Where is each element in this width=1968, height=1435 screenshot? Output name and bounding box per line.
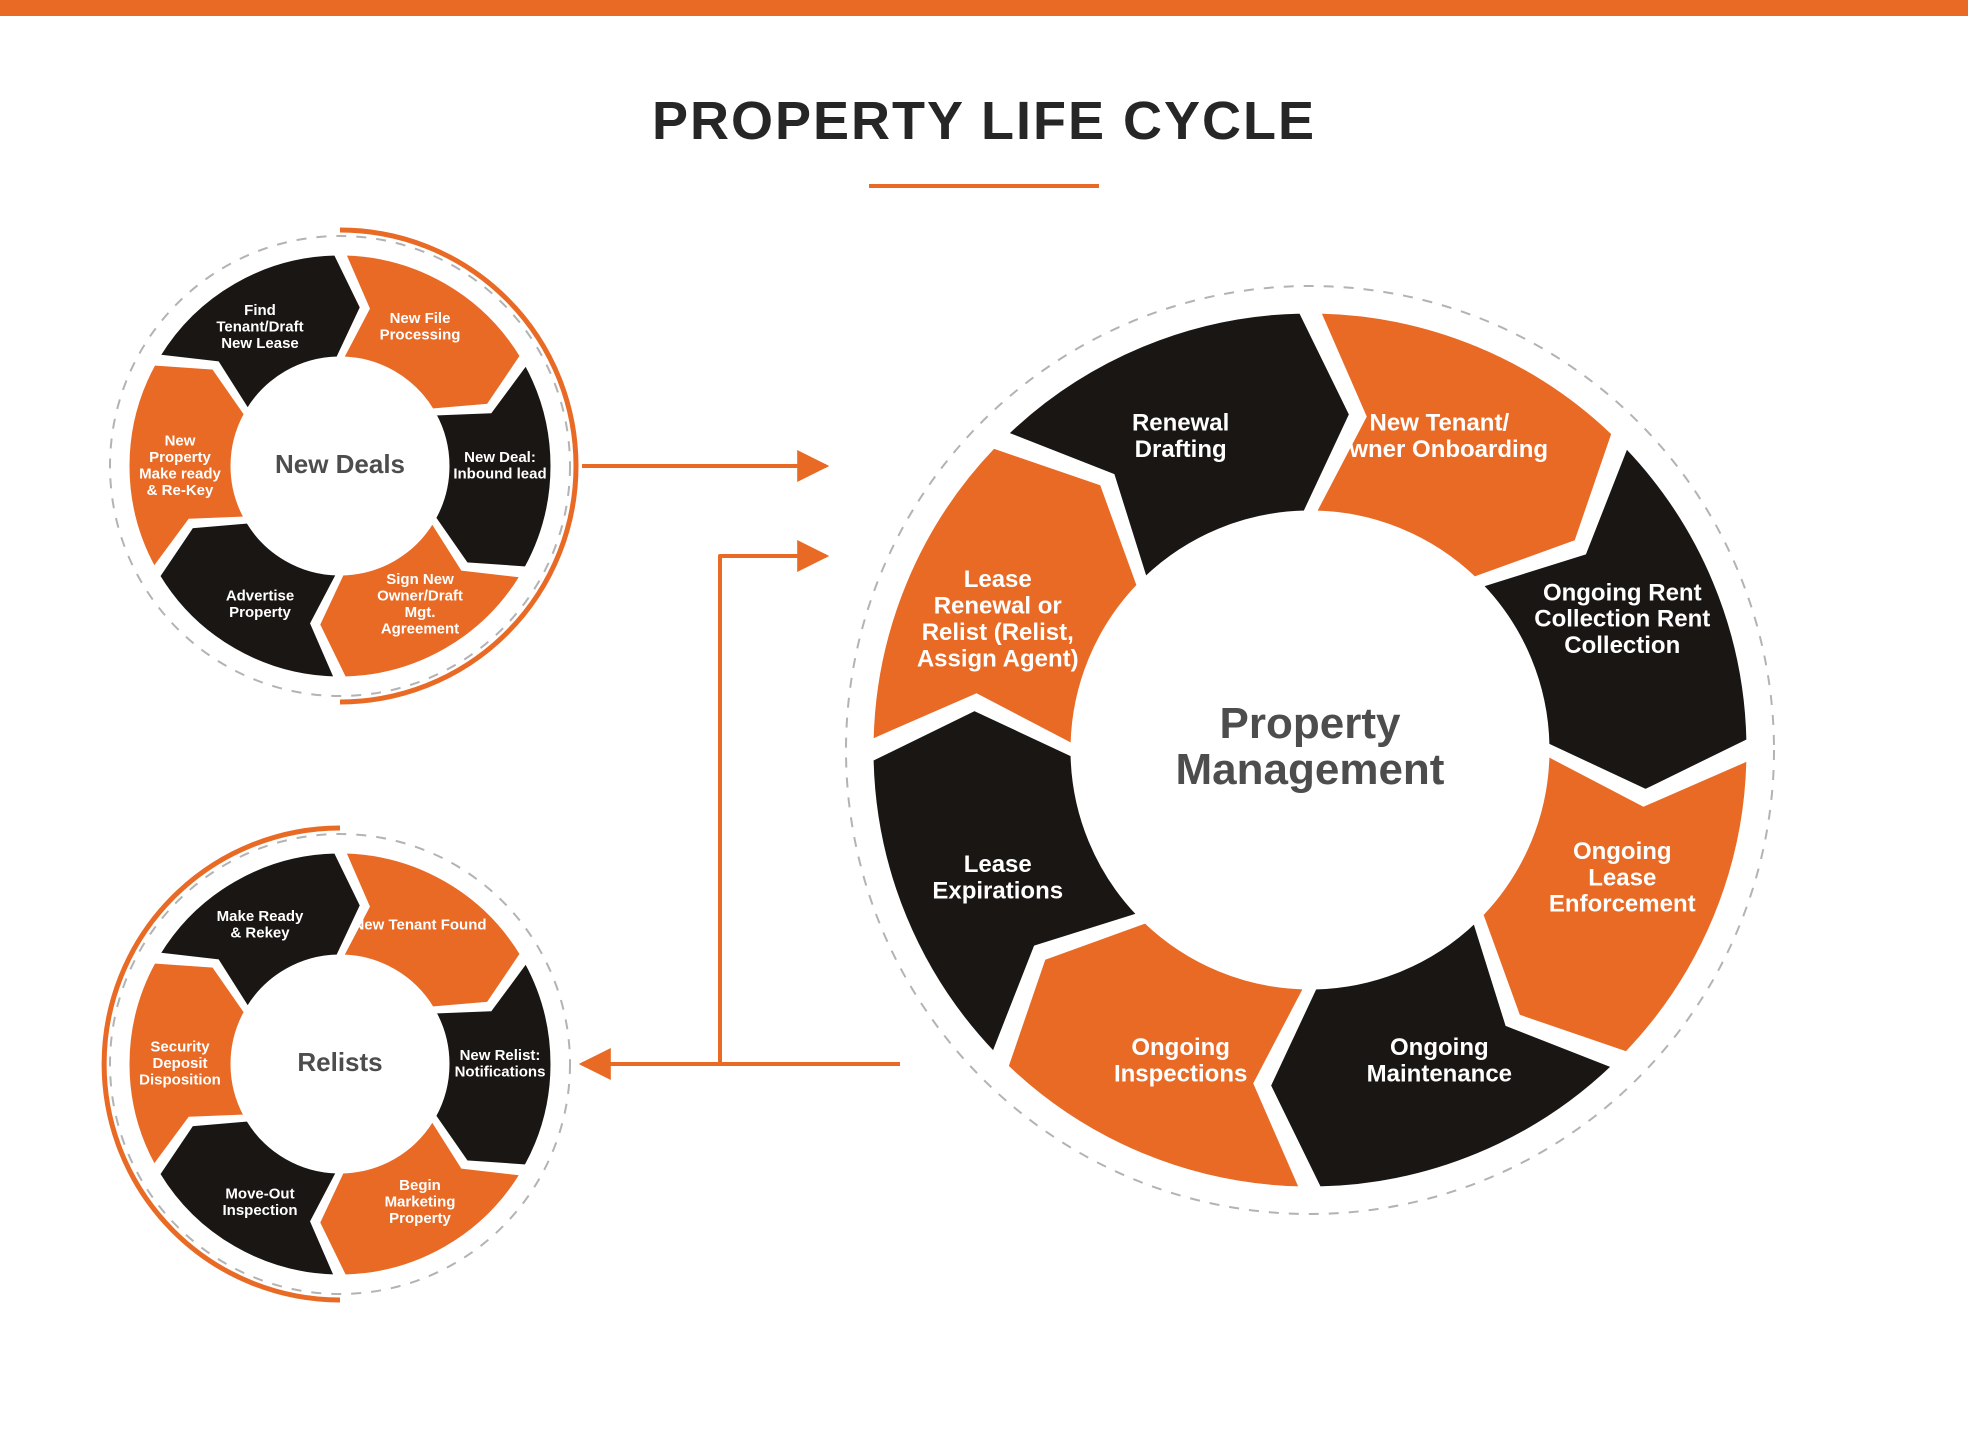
new-deals-cycle-segment-label: AdvertiseProperty <box>226 587 294 621</box>
new-deals-cycle-segment-label: Sign NewOwner/DraftMgt.Agreement <box>377 571 463 638</box>
property-management-cycle-segment-label: RenewalDrafting <box>1132 410 1229 463</box>
diagram-canvas: New FileProcessing New Deal:Inbound lead S… <box>0 0 1968 1435</box>
relists-cycle-segment-label: New Relist:Notifications <box>455 1047 546 1081</box>
relists-cycle-segment-label: New Tenant Found <box>353 916 486 933</box>
property-management-cycle-segment-label: OngoingInspections <box>1114 1034 1247 1087</box>
new-deals-cycle-segment-label: New Deal:Inbound lead <box>453 449 546 483</box>
new-deals-cycle-center-label: New Deals <box>275 449 405 479</box>
relists-cycle-segment-label: Move-OutInspection <box>222 1185 297 1219</box>
new-deals-cycle-segment-label: New FileProcessing <box>380 310 461 344</box>
relists-cycle-center-label: Relists <box>297 1047 382 1077</box>
arrow-relists-to-pm <box>582 556 826 1064</box>
